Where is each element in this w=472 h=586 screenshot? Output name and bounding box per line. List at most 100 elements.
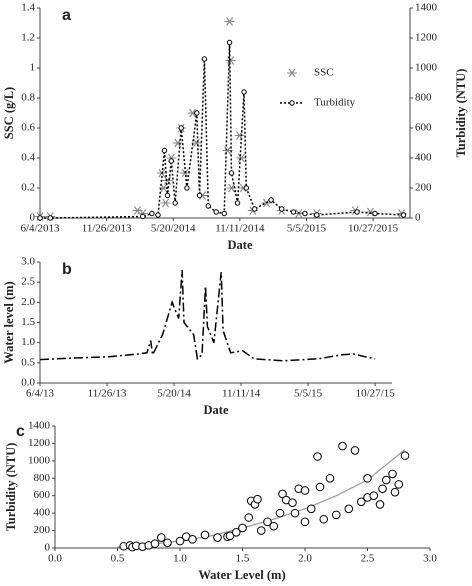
data-point bbox=[196, 192, 203, 199]
y-tick-label: 400 bbox=[34, 507, 51, 519]
y-tick-label: 1.0 bbox=[21, 336, 35, 348]
y2-tick-label: 1400 bbox=[415, 2, 438, 14]
y-tick-label: 800 bbox=[34, 472, 51, 484]
data-point bbox=[37, 215, 43, 221]
scatter-point bbox=[378, 484, 387, 494]
data-point bbox=[213, 209, 219, 215]
scatter-point bbox=[256, 526, 266, 535]
x-tick-label: 2.0 bbox=[298, 553, 312, 565]
data-point bbox=[47, 215, 53, 221]
scatter-point bbox=[200, 530, 210, 540]
data-point bbox=[201, 56, 208, 62]
scatter-point bbox=[188, 534, 197, 544]
scatter-point bbox=[315, 482, 325, 492]
y-tick-label: 1.2 bbox=[21, 32, 35, 44]
scatter-point bbox=[306, 504, 316, 514]
y2-tick-label: 0 bbox=[415, 212, 421, 224]
scatter-point bbox=[288, 498, 297, 507]
scatter-point bbox=[325, 473, 335, 483]
scatter-point bbox=[156, 533, 166, 542]
scatter-point bbox=[238, 523, 247, 533]
series-line bbox=[39, 270, 376, 362]
scatter-point bbox=[150, 539, 160, 548]
scatter-point bbox=[300, 486, 310, 495]
x-tick-label: 11/26/2013 bbox=[82, 223, 132, 235]
data-point bbox=[243, 185, 250, 191]
data-point bbox=[226, 39, 233, 46]
data-point bbox=[354, 209, 360, 215]
data-point bbox=[172, 138, 183, 148]
data-point bbox=[234, 131, 245, 140]
scatter-point bbox=[275, 508, 285, 518]
data-point bbox=[221, 210, 227, 217]
scatter-point bbox=[300, 517, 310, 527]
scatter-point bbox=[381, 475, 391, 485]
panel-letter: c bbox=[16, 423, 25, 440]
data-point bbox=[164, 192, 171, 199]
y2-tick-label: 600 bbox=[415, 122, 432, 134]
x-tick-label: 6/4/13 bbox=[26, 388, 55, 400]
y-axis-label: Water level (m) bbox=[2, 281, 16, 363]
scatter-point bbox=[369, 491, 379, 501]
scatter-point bbox=[278, 489, 287, 499]
scatter-point bbox=[163, 538, 172, 548]
scatter-point bbox=[319, 514, 329, 524]
x-tick-label: 11/11/2014 bbox=[215, 223, 265, 235]
y-tick-label: 0.5 bbox=[21, 356, 35, 368]
data-point bbox=[228, 170, 235, 176]
y-tick-label: 0 bbox=[30, 212, 36, 224]
data-point bbox=[172, 200, 178, 206]
data-point bbox=[205, 203, 211, 209]
scatter-point bbox=[313, 452, 322, 461]
x-tick-label: 0.0 bbox=[48, 553, 62, 565]
data-point bbox=[400, 212, 407, 218]
legend-label: SSC bbox=[314, 67, 334, 79]
y-tick-label: 0.6 bbox=[21, 122, 35, 134]
data-point bbox=[162, 176, 173, 185]
data-point bbox=[279, 206, 285, 212]
data-point bbox=[302, 210, 308, 217]
y-tick-label: 1.5 bbox=[21, 316, 35, 328]
x-axis-label: Date bbox=[204, 403, 229, 417]
y-tick-label: 2.0 bbox=[21, 296, 35, 308]
x-tick-label: 10/27/15 bbox=[356, 388, 396, 400]
scatter-point bbox=[338, 441, 347, 451]
scatter-point bbox=[400, 451, 410, 460]
y-tick-label: 1200 bbox=[28, 437, 51, 449]
x-tick-label: 3.0 bbox=[423, 553, 437, 565]
data-point bbox=[268, 197, 274, 203]
x-tick-label: 1.5 bbox=[236, 553, 250, 565]
scatter-point bbox=[213, 533, 222, 542]
x-tick-label: 0.5 bbox=[111, 553, 125, 565]
data-point bbox=[314, 212, 320, 218]
legend-marker bbox=[287, 68, 297, 78]
x-tick-label: 11/11/14 bbox=[222, 388, 261, 400]
scatter-point bbox=[269, 521, 279, 531]
y-tick-label: 3.0 bbox=[21, 256, 35, 268]
y2-tick-label: 1200 bbox=[415, 32, 438, 44]
x-tick-label: 5/5/2015 bbox=[287, 223, 327, 235]
scatter-point bbox=[375, 500, 385, 509]
data-point bbox=[178, 125, 184, 131]
x-tick-label: 10/27/2015 bbox=[348, 223, 399, 235]
y-tick-label: 0.8 bbox=[21, 92, 35, 104]
y-tick-label: 1000 bbox=[28, 454, 51, 466]
panel-letter: b bbox=[62, 261, 72, 278]
y2-tick-label: 800 bbox=[415, 92, 432, 104]
data-point bbox=[149, 210, 155, 217]
legend-marker bbox=[289, 100, 295, 106]
y2-axis-label: Turbidity (NTU) bbox=[454, 69, 468, 158]
y-tick-label: 2.5 bbox=[21, 276, 35, 288]
y-axis-label: Turbidity (NTU) bbox=[4, 443, 18, 532]
data-point bbox=[372, 210, 378, 217]
y-tick-label: 0.0 bbox=[21, 377, 35, 389]
y-tick-label: 0 bbox=[45, 542, 51, 554]
data-point bbox=[155, 212, 161, 218]
scatter-point bbox=[253, 494, 262, 504]
x-axis-label: Date bbox=[228, 238, 253, 252]
panel-letter: a bbox=[62, 7, 71, 24]
data-point bbox=[290, 209, 297, 215]
data-point bbox=[224, 17, 235, 26]
